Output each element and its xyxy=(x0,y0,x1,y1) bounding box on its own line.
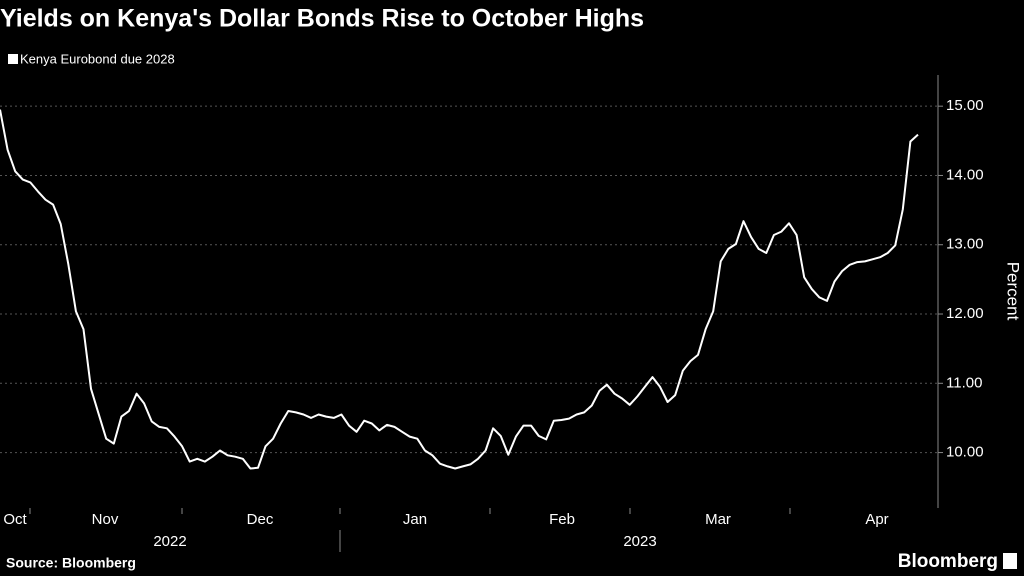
y-tick-label: 10.00 xyxy=(946,444,984,461)
x-tick-label: Feb xyxy=(549,511,575,528)
brand: Bloomberg xyxy=(898,551,998,572)
x-tick-label: Oct xyxy=(3,511,27,528)
x-tick-label: Mar xyxy=(705,511,731,528)
x-tick-label: Jan xyxy=(403,511,427,528)
legend-swatch xyxy=(8,54,18,64)
y-tick-label: 13.00 xyxy=(946,236,984,253)
y-tick-label: 14.00 xyxy=(946,166,984,183)
brand-icon xyxy=(1003,553,1017,569)
chart-title: Yields on Kenya's Dollar Bonds Rise to O… xyxy=(0,5,644,33)
year-label: 2022 xyxy=(153,533,186,550)
year-label: 2023 xyxy=(623,533,656,550)
y-tick-label: 12.00 xyxy=(946,305,984,322)
y-tick-label: 11.00 xyxy=(946,374,982,391)
y-tick-label: 15.00 xyxy=(946,97,984,114)
legend-label: Kenya Eurobond due 2028 xyxy=(20,51,175,66)
y-axis-label: Percent xyxy=(1004,262,1023,321)
x-tick-label: Dec xyxy=(247,511,274,528)
source: Source: Bloomberg xyxy=(6,555,136,571)
line-series xyxy=(0,109,919,470)
x-tick-label: Nov xyxy=(92,511,119,528)
x-tick-label: Apr xyxy=(865,511,888,528)
